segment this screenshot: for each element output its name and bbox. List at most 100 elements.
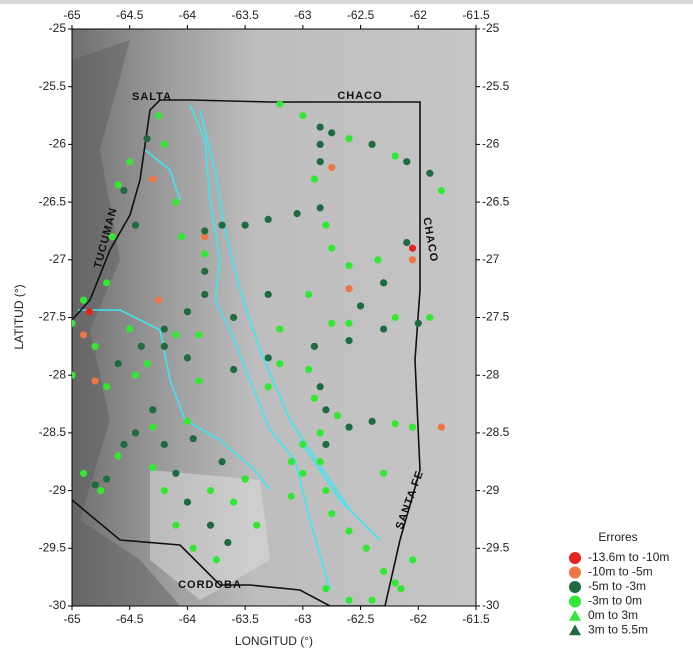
y-tick-label: -29 bbox=[49, 483, 67, 497]
data-point bbox=[317, 141, 324, 148]
data-point bbox=[403, 158, 410, 165]
data-point bbox=[184, 499, 191, 506]
map-label: CHACO bbox=[337, 90, 382, 102]
data-point bbox=[91, 481, 98, 488]
data-point bbox=[161, 141, 168, 148]
data-point bbox=[322, 585, 329, 592]
data-point bbox=[328, 164, 335, 171]
data-point bbox=[311, 343, 318, 350]
data-point bbox=[369, 141, 376, 148]
x-tick-label: -63 bbox=[294, 612, 312, 626]
data-point bbox=[345, 337, 352, 344]
x-tick-label-top: -62 bbox=[410, 8, 428, 22]
data-point bbox=[91, 343, 98, 350]
legend-title: Errores bbox=[598, 530, 637, 544]
data-point bbox=[380, 325, 387, 332]
x-tick-label: -65 bbox=[63, 612, 81, 626]
data-point bbox=[305, 291, 312, 298]
data-point bbox=[230, 366, 237, 373]
data-point bbox=[115, 181, 122, 188]
data-point bbox=[201, 268, 208, 275]
data-point bbox=[438, 187, 445, 194]
data-point bbox=[149, 175, 156, 182]
data-point bbox=[322, 441, 329, 448]
data-point bbox=[317, 429, 324, 436]
data-point bbox=[253, 522, 260, 529]
data-point bbox=[409, 245, 416, 252]
legend-label: 0m to 3m bbox=[588, 608, 638, 622]
x-tick-label-top: -62.5 bbox=[347, 8, 375, 22]
data-point bbox=[276, 360, 283, 367]
data-point bbox=[311, 175, 318, 182]
data-point bbox=[115, 360, 122, 367]
y-tick-label: -29.5 bbox=[39, 540, 67, 554]
legend-marker bbox=[569, 567, 581, 579]
legend-label: 3m to 5.5m bbox=[588, 623, 648, 637]
data-point bbox=[149, 424, 156, 431]
data-point bbox=[328, 320, 335, 327]
legend-label: -3m to 0m bbox=[588, 594, 642, 608]
data-point bbox=[380, 568, 387, 575]
x-tick-label-top: -61.5 bbox=[462, 8, 490, 22]
data-point bbox=[195, 331, 202, 338]
data-point bbox=[409, 424, 416, 431]
y-tick-label: -26 bbox=[49, 137, 67, 151]
legend-label: -5m to -3m bbox=[588, 579, 646, 593]
terrain bbox=[72, 29, 476, 606]
data-point bbox=[317, 158, 324, 165]
data-point bbox=[201, 291, 208, 298]
data-point bbox=[392, 314, 399, 321]
data-point bbox=[190, 545, 197, 552]
y-tick-label: -25.5 bbox=[39, 79, 67, 93]
data-point bbox=[345, 135, 352, 142]
data-point bbox=[115, 452, 122, 459]
data-point bbox=[207, 522, 214, 529]
x-tick-label: -61.5 bbox=[462, 612, 490, 626]
y-tick-label-right: -28 bbox=[482, 367, 500, 381]
data-point bbox=[276, 100, 283, 107]
data-point bbox=[299, 441, 306, 448]
y-tick-label: -30 bbox=[49, 598, 67, 612]
data-point bbox=[132, 429, 139, 436]
data-point bbox=[299, 470, 306, 477]
x-tick-label: -64 bbox=[179, 612, 197, 626]
x-tick-label: -63.5 bbox=[231, 612, 259, 626]
data-point bbox=[184, 354, 191, 361]
legend-marker bbox=[569, 581, 581, 593]
data-point bbox=[345, 597, 352, 604]
x-tick-label: -62 bbox=[410, 612, 428, 626]
data-point bbox=[91, 377, 98, 384]
data-point bbox=[195, 377, 202, 384]
data-point bbox=[345, 527, 352, 534]
x-tick-label-top: -63 bbox=[294, 8, 312, 22]
data-point bbox=[317, 123, 324, 130]
data-point bbox=[397, 585, 404, 592]
x-tick-label-top: -65 bbox=[63, 8, 81, 22]
data-point bbox=[178, 233, 185, 240]
x-tick-label-top: -64.5 bbox=[116, 8, 144, 22]
data-point bbox=[415, 320, 422, 327]
data-point bbox=[305, 366, 312, 373]
y-tick-label-right: -27.5 bbox=[482, 310, 510, 324]
data-point bbox=[218, 222, 225, 229]
data-point bbox=[334, 412, 341, 419]
data-point bbox=[161, 325, 168, 332]
data-point bbox=[207, 487, 214, 494]
data-point bbox=[230, 314, 237, 321]
data-point bbox=[317, 204, 324, 211]
y-tick-label: -27.5 bbox=[39, 310, 67, 324]
data-point bbox=[149, 464, 156, 471]
data-point bbox=[161, 487, 168, 494]
data-point bbox=[172, 331, 179, 338]
data-point bbox=[265, 216, 272, 223]
legend-marker bbox=[569, 610, 581, 621]
data-point bbox=[224, 539, 231, 546]
map-label: CORDOBA bbox=[178, 579, 242, 591]
y-tick-label-right: -25.5 bbox=[482, 79, 510, 93]
data-point bbox=[143, 135, 150, 142]
data-point bbox=[369, 418, 376, 425]
data-point bbox=[103, 383, 110, 390]
data-point bbox=[184, 308, 191, 315]
map-figure: LONGITUD (°) LATITUD (°) Errores -13.6m … bbox=[0, 0, 693, 654]
data-point bbox=[143, 360, 150, 367]
